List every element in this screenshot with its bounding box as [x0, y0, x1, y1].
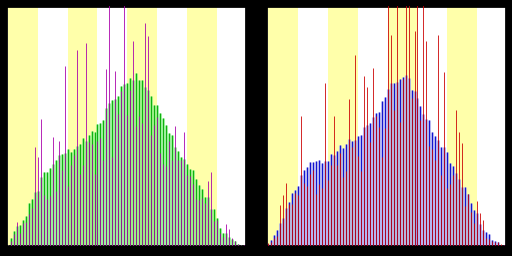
Bar: [268, 6, 297, 246]
Bar: [357, 6, 388, 246]
Bar: [127, 6, 157, 246]
Bar: [8, 6, 37, 246]
Bar: [97, 6, 127, 246]
Bar: [187, 6, 217, 246]
Bar: [447, 6, 477, 246]
Bar: [217, 6, 247, 246]
Bar: [477, 6, 507, 246]
Bar: [157, 6, 187, 246]
Bar: [297, 6, 328, 246]
Bar: [68, 6, 97, 246]
Bar: [328, 6, 357, 246]
Bar: [417, 6, 447, 246]
Bar: [37, 6, 68, 246]
Bar: [388, 6, 417, 246]
